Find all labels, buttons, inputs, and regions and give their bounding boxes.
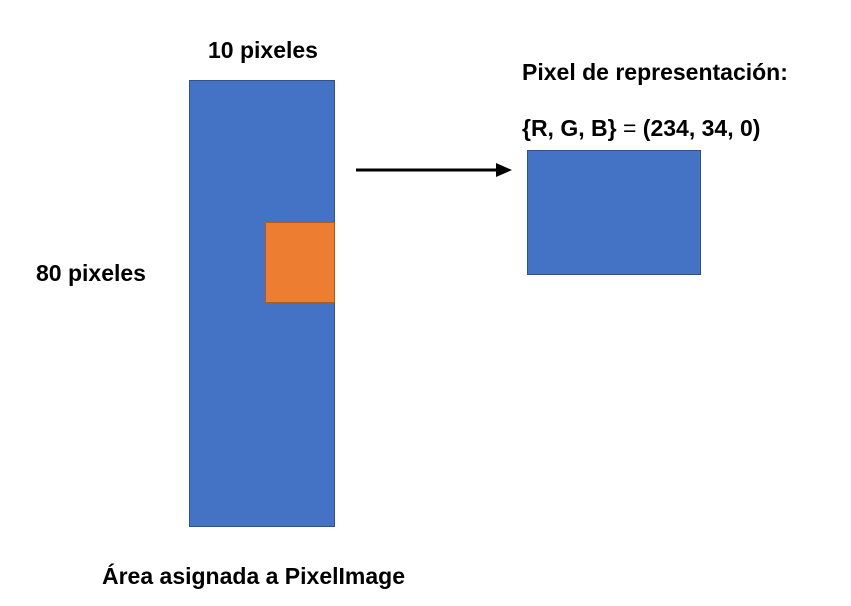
rgb-lhs: {R, G, B}	[522, 115, 617, 141]
representation-pixel-rectangle	[527, 150, 701, 275]
rgb-rhs: (234, 34, 0)	[642, 115, 761, 141]
rgb-value-text: {R, G, B} = (234, 34, 0)	[522, 117, 760, 140]
pixel-area-rectangle	[189, 80, 335, 527]
representation-title: Pixel de representación:	[522, 59, 788, 85]
arrow-head	[496, 163, 512, 177]
width-label: 10 pixeles	[208, 37, 318, 63]
rgb-equals: =	[616, 115, 643, 141]
area-caption: Área asignada a PixelImage	[102, 563, 405, 589]
right-arrow-icon	[356, 163, 512, 177]
height-label: 80 pixeles	[36, 260, 146, 286]
sample-pixel-square	[265, 222, 335, 303]
